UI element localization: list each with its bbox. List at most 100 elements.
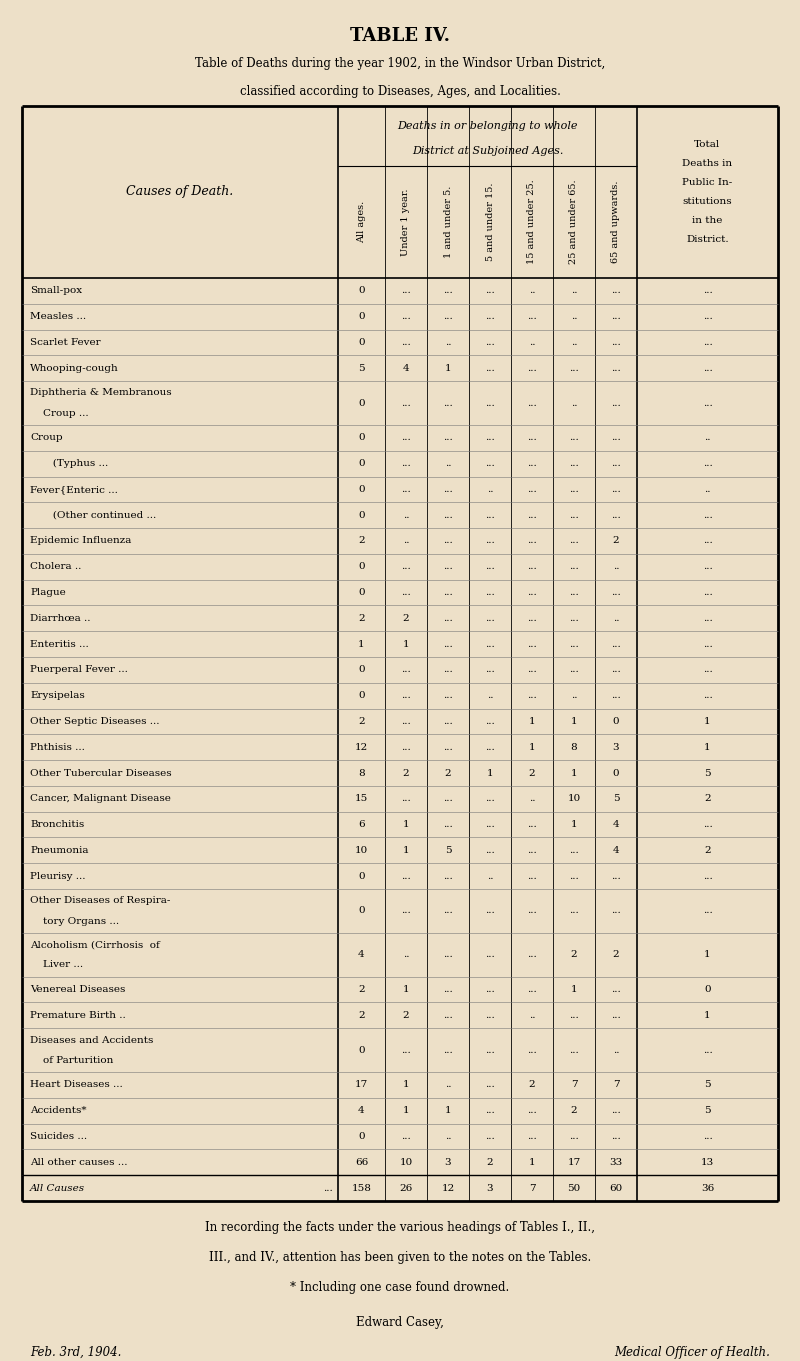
Text: 36: 36 <box>701 1184 714 1192</box>
Text: ...: ... <box>401 691 411 700</box>
Text: Medical Officer of Health.: Medical Officer of Health. <box>614 1346 770 1360</box>
Text: 1: 1 <box>402 640 410 649</box>
Text: Feb. 3rd, 1904.: Feb. 3rd, 1904. <box>30 1346 122 1360</box>
Text: ...: ... <box>401 338 411 347</box>
Text: 2: 2 <box>529 1081 535 1089</box>
Text: ...: ... <box>443 510 453 520</box>
Text: ...: ... <box>485 363 495 373</box>
Text: ...: ... <box>485 562 495 572</box>
Text: 0: 0 <box>358 691 365 700</box>
Text: Diphtheria & Membranous: Diphtheria & Membranous <box>30 388 172 397</box>
Text: Causes of Death.: Causes of Death. <box>126 185 234 199</box>
Text: ...: ... <box>569 459 579 468</box>
Text: ...: ... <box>527 640 537 649</box>
Text: 0: 0 <box>358 666 365 675</box>
Text: Diarrhœa ..: Diarrhœa .. <box>30 614 90 623</box>
Text: Croup ...: Croup ... <box>30 408 89 418</box>
Text: 2: 2 <box>358 985 365 994</box>
Text: ...: ... <box>611 1132 621 1141</box>
Text: 1: 1 <box>402 847 410 855</box>
Text: 25 and under 65.: 25 and under 65. <box>570 180 578 264</box>
Text: ...: ... <box>485 950 495 960</box>
Text: 5: 5 <box>358 363 365 373</box>
Text: 0: 0 <box>358 871 365 881</box>
Text: tory Organs ...: tory Organs ... <box>30 916 119 925</box>
Text: ...: ... <box>702 338 712 347</box>
Text: ..: .. <box>529 1011 535 1019</box>
Text: Erysipelas: Erysipelas <box>30 691 85 700</box>
Text: ...: ... <box>443 286 453 295</box>
Text: ...: ... <box>527 666 537 675</box>
Text: 4: 4 <box>613 847 619 855</box>
Text: ...: ... <box>485 536 495 546</box>
Text: ...: ... <box>702 1132 712 1141</box>
Text: ...: ... <box>527 485 537 494</box>
Text: Total: Total <box>694 140 721 148</box>
Text: 2: 2 <box>486 1158 494 1166</box>
Text: ...: ... <box>527 1045 537 1055</box>
Text: ...: ... <box>527 985 537 994</box>
Text: ...: ... <box>443 666 453 675</box>
Text: ...: ... <box>443 640 453 649</box>
Text: ...: ... <box>527 588 537 597</box>
Text: ...: ... <box>611 1106 621 1115</box>
Text: ...: ... <box>569 1011 579 1019</box>
Text: TABLE IV.: TABLE IV. <box>350 27 450 45</box>
Text: ..: .. <box>486 485 494 494</box>
Text: Under 1 year.: Under 1 year. <box>402 188 410 256</box>
Text: ...: ... <box>485 795 495 803</box>
Text: 0: 0 <box>358 906 365 916</box>
Text: ...: ... <box>569 614 579 623</box>
Text: ...: ... <box>702 510 712 520</box>
Text: In recording the facts under the various headings of Tables I., II.,: In recording the facts under the various… <box>205 1221 595 1234</box>
Text: of Parturition: of Parturition <box>30 1056 114 1064</box>
Text: ...: ... <box>569 1045 579 1055</box>
Text: 65 and upwards.: 65 and upwards. <box>611 181 621 263</box>
Text: 0: 0 <box>613 769 619 777</box>
Text: 26: 26 <box>399 1184 413 1192</box>
Text: ...: ... <box>569 510 579 520</box>
Text: ...: ... <box>569 1132 579 1141</box>
Text: ...: ... <box>485 1081 495 1089</box>
Text: Venereal Diseases: Venereal Diseases <box>30 985 126 994</box>
Text: 4: 4 <box>613 821 619 829</box>
Text: ...: ... <box>569 906 579 916</box>
Text: Bronchitis: Bronchitis <box>30 821 84 829</box>
Text: ..: .. <box>529 338 535 347</box>
Text: ...: ... <box>527 821 537 829</box>
Text: ...: ... <box>569 666 579 675</box>
Text: ..: .. <box>402 536 410 546</box>
Text: Fever{Enteric ...: Fever{Enteric ... <box>30 485 118 494</box>
Text: 4: 4 <box>402 363 410 373</box>
Text: Croup: Croup <box>30 433 62 442</box>
Text: ...: ... <box>443 985 453 994</box>
Text: (Other continued ...: (Other continued ... <box>30 510 156 520</box>
Text: ..: .. <box>704 433 710 442</box>
Text: Alcoholism (Cirrhosis  of: Alcoholism (Cirrhosis of <box>30 940 160 949</box>
Text: ...: ... <box>485 399 495 407</box>
Text: ...: ... <box>611 510 621 520</box>
Text: ..: .. <box>486 691 494 700</box>
Text: ...: ... <box>527 614 537 623</box>
Text: ...: ... <box>485 906 495 916</box>
Text: 1: 1 <box>486 769 494 777</box>
Text: ...: ... <box>401 588 411 597</box>
Text: ...: ... <box>611 433 621 442</box>
Text: ...: ... <box>485 286 495 295</box>
Text: ...: ... <box>527 536 537 546</box>
Text: ...: ... <box>702 536 712 546</box>
Text: 1: 1 <box>402 1106 410 1115</box>
Text: 4: 4 <box>358 1106 365 1115</box>
Text: 2: 2 <box>613 950 619 960</box>
Text: ..: .. <box>402 510 410 520</box>
Text: ...: ... <box>527 691 537 700</box>
Text: 5: 5 <box>445 847 451 855</box>
Text: 12: 12 <box>442 1184 454 1192</box>
Text: 158: 158 <box>351 1184 371 1192</box>
Text: 12: 12 <box>355 743 368 751</box>
Text: Plague: Plague <box>30 588 66 597</box>
Text: Edward Casey,: Edward Casey, <box>356 1316 444 1328</box>
Text: Whooping-cough: Whooping-cough <box>30 363 118 373</box>
Text: 1: 1 <box>402 985 410 994</box>
Text: 0: 0 <box>358 1045 365 1055</box>
